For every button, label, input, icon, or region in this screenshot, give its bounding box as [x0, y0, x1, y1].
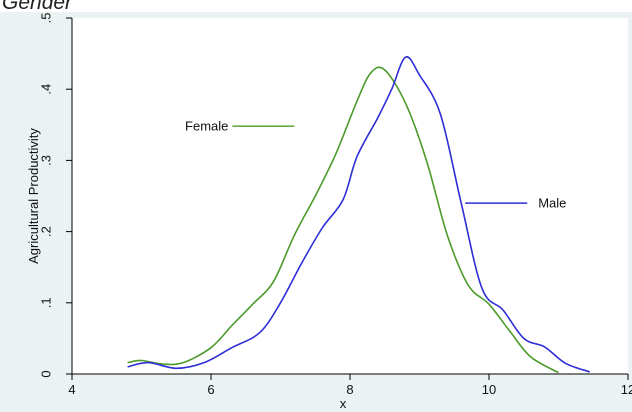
- series-line-female: [127, 66, 559, 374]
- annotation-label-female: Female: [185, 119, 228, 134]
- series-lines: [127, 56, 591, 374]
- y-tick-label: .2: [39, 226, 54, 237]
- y-tick-label: .4: [39, 84, 54, 95]
- x-tick-label: 6: [207, 382, 214, 397]
- chart-title: Gender: [2, 0, 73, 14]
- plot-area: [72, 18, 628, 374]
- y-tick-label: .5: [39, 13, 54, 24]
- y-tick-label: 0: [39, 370, 54, 377]
- y-axis-title: Agricultural Productivity: [26, 128, 41, 264]
- x-tick-label: 10: [482, 382, 496, 397]
- series-line-male: [127, 56, 591, 373]
- series-annotations: Female Male: [185, 119, 566, 211]
- x-tick-label: 12: [621, 382, 632, 397]
- y-tick-label: .1: [39, 297, 54, 308]
- x-tick-label: 8: [346, 382, 353, 397]
- y-tick-label: .3: [39, 155, 54, 166]
- axes: 0 .1 .2 .3 .4 .5 4 6 8 10 12 x Agricultural Producti…: [26, 13, 632, 411]
- annotation-label-male: Male: [538, 196, 566, 211]
- x-tick-label: 4: [68, 382, 75, 397]
- x-axis-title: x: [340, 396, 347, 411]
